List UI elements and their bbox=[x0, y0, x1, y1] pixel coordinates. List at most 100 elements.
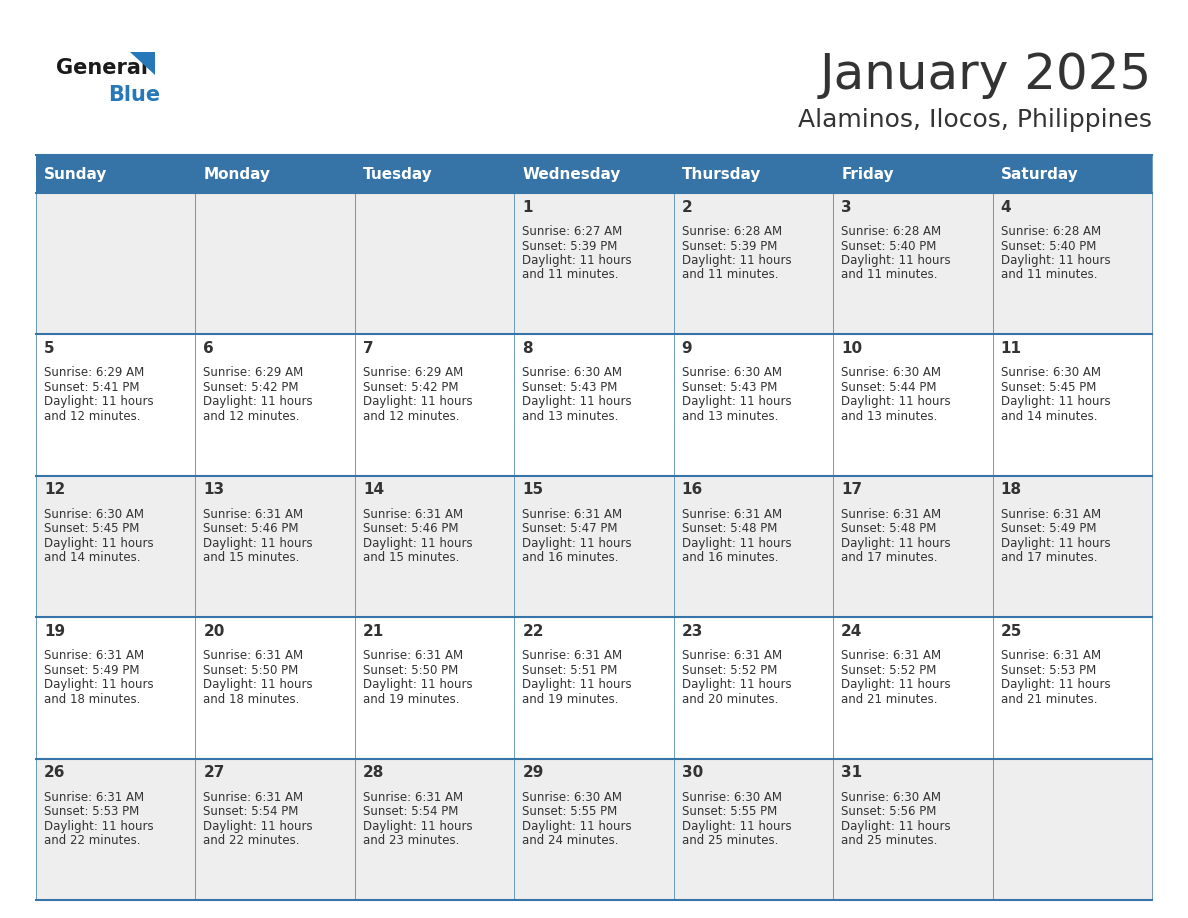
Text: and 15 minutes.: and 15 minutes. bbox=[362, 552, 460, 565]
Text: and 18 minutes.: and 18 minutes. bbox=[203, 693, 299, 706]
Text: and 15 minutes.: and 15 minutes. bbox=[203, 552, 299, 565]
Text: Daylight: 11 hours: Daylight: 11 hours bbox=[841, 254, 950, 267]
Bar bbox=[514, 155, 674, 193]
Polygon shape bbox=[129, 52, 154, 75]
Text: and 13 minutes.: and 13 minutes. bbox=[841, 410, 937, 423]
Text: Sunset: 5:42 PM: Sunset: 5:42 PM bbox=[362, 381, 459, 394]
Text: Sunrise: 6:30 AM: Sunrise: 6:30 AM bbox=[841, 366, 941, 379]
Text: Sunrise: 6:28 AM: Sunrise: 6:28 AM bbox=[1000, 225, 1101, 238]
Text: 1: 1 bbox=[523, 199, 532, 215]
Text: 19: 19 bbox=[44, 623, 65, 639]
Text: Sunset: 5:42 PM: Sunset: 5:42 PM bbox=[203, 381, 299, 394]
Text: 29: 29 bbox=[523, 765, 544, 780]
Text: Sunset: 5:49 PM: Sunset: 5:49 PM bbox=[1000, 522, 1097, 535]
Text: Daylight: 11 hours: Daylight: 11 hours bbox=[841, 537, 950, 550]
Text: Daylight: 11 hours: Daylight: 11 hours bbox=[523, 678, 632, 691]
Text: Daylight: 11 hours: Daylight: 11 hours bbox=[362, 396, 473, 409]
Text: Daylight: 11 hours: Daylight: 11 hours bbox=[682, 678, 791, 691]
Text: and 17 minutes.: and 17 minutes. bbox=[841, 552, 937, 565]
Text: Sunrise: 6:31 AM: Sunrise: 6:31 AM bbox=[362, 649, 463, 662]
Text: 27: 27 bbox=[203, 765, 225, 780]
Text: and 20 minutes.: and 20 minutes. bbox=[682, 693, 778, 706]
Text: Sunrise: 6:30 AM: Sunrise: 6:30 AM bbox=[44, 508, 144, 521]
Text: Daylight: 11 hours: Daylight: 11 hours bbox=[523, 820, 632, 833]
Text: and 14 minutes.: and 14 minutes. bbox=[44, 552, 140, 565]
Bar bbox=[833, 155, 992, 193]
Text: 31: 31 bbox=[841, 765, 862, 780]
Text: 21: 21 bbox=[362, 623, 384, 639]
Text: Sunrise: 6:31 AM: Sunrise: 6:31 AM bbox=[44, 649, 144, 662]
Text: and 16 minutes.: and 16 minutes. bbox=[523, 552, 619, 565]
Text: 20: 20 bbox=[203, 623, 225, 639]
Text: 11: 11 bbox=[1000, 341, 1022, 356]
Text: and 23 minutes.: and 23 minutes. bbox=[362, 834, 460, 847]
Text: Sunrise: 6:30 AM: Sunrise: 6:30 AM bbox=[682, 366, 782, 379]
Text: and 21 minutes.: and 21 minutes. bbox=[841, 693, 937, 706]
Text: and 22 minutes.: and 22 minutes. bbox=[203, 834, 299, 847]
Text: Sunset: 5:47 PM: Sunset: 5:47 PM bbox=[523, 522, 618, 535]
Text: Daylight: 11 hours: Daylight: 11 hours bbox=[841, 396, 950, 409]
Text: and 19 minutes.: and 19 minutes. bbox=[362, 693, 460, 706]
Text: Sunset: 5:48 PM: Sunset: 5:48 PM bbox=[841, 522, 936, 535]
Text: 17: 17 bbox=[841, 482, 862, 498]
Text: Sunset: 5:40 PM: Sunset: 5:40 PM bbox=[1000, 240, 1097, 252]
Text: Tuesday: Tuesday bbox=[362, 166, 432, 182]
Text: Daylight: 11 hours: Daylight: 11 hours bbox=[1000, 678, 1111, 691]
Text: Sunset: 5:51 PM: Sunset: 5:51 PM bbox=[523, 664, 618, 677]
Text: and 16 minutes.: and 16 minutes. bbox=[682, 552, 778, 565]
Text: Daylight: 11 hours: Daylight: 11 hours bbox=[1000, 254, 1111, 267]
Text: and 11 minutes.: and 11 minutes. bbox=[682, 268, 778, 282]
Text: Sunrise: 6:29 AM: Sunrise: 6:29 AM bbox=[362, 366, 463, 379]
Text: Sunrise: 6:30 AM: Sunrise: 6:30 AM bbox=[523, 366, 623, 379]
Text: 8: 8 bbox=[523, 341, 533, 356]
Text: Sunrise: 6:31 AM: Sunrise: 6:31 AM bbox=[523, 508, 623, 521]
Text: 2: 2 bbox=[682, 199, 693, 215]
Text: Daylight: 11 hours: Daylight: 11 hours bbox=[362, 537, 473, 550]
Text: Sunrise: 6:27 AM: Sunrise: 6:27 AM bbox=[523, 225, 623, 238]
Text: Daylight: 11 hours: Daylight: 11 hours bbox=[523, 537, 632, 550]
Text: Sunday: Sunday bbox=[44, 166, 107, 182]
Text: Daylight: 11 hours: Daylight: 11 hours bbox=[682, 396, 791, 409]
Text: January 2025: January 2025 bbox=[820, 51, 1152, 99]
Text: Sunrise: 6:31 AM: Sunrise: 6:31 AM bbox=[682, 508, 782, 521]
Text: Sunset: 5:52 PM: Sunset: 5:52 PM bbox=[841, 664, 936, 677]
Text: Sunset: 5:56 PM: Sunset: 5:56 PM bbox=[841, 805, 936, 818]
Bar bbox=[36, 193, 1152, 334]
Text: Sunset: 5:43 PM: Sunset: 5:43 PM bbox=[523, 381, 618, 394]
Bar bbox=[674, 155, 833, 193]
Text: Sunrise: 6:31 AM: Sunrise: 6:31 AM bbox=[203, 790, 304, 803]
Text: Daylight: 11 hours: Daylight: 11 hours bbox=[203, 537, 314, 550]
Text: and 11 minutes.: and 11 minutes. bbox=[523, 268, 619, 282]
Text: Daylight: 11 hours: Daylight: 11 hours bbox=[523, 254, 632, 267]
Text: 10: 10 bbox=[841, 341, 862, 356]
Text: Sunset: 5:55 PM: Sunset: 5:55 PM bbox=[682, 805, 777, 818]
Text: Sunrise: 6:31 AM: Sunrise: 6:31 AM bbox=[682, 649, 782, 662]
Text: 30: 30 bbox=[682, 765, 703, 780]
Text: Sunrise: 6:31 AM: Sunrise: 6:31 AM bbox=[203, 649, 304, 662]
Text: Sunset: 5:40 PM: Sunset: 5:40 PM bbox=[841, 240, 936, 252]
Text: 23: 23 bbox=[682, 623, 703, 639]
Text: 18: 18 bbox=[1000, 482, 1022, 498]
Text: Daylight: 11 hours: Daylight: 11 hours bbox=[203, 820, 314, 833]
Bar bbox=[36, 617, 1152, 758]
Text: Blue: Blue bbox=[108, 85, 160, 105]
Text: Daylight: 11 hours: Daylight: 11 hours bbox=[682, 820, 791, 833]
Text: and 19 minutes.: and 19 minutes. bbox=[523, 693, 619, 706]
Text: Sunrise: 6:30 AM: Sunrise: 6:30 AM bbox=[523, 790, 623, 803]
Text: Sunrise: 6:31 AM: Sunrise: 6:31 AM bbox=[203, 508, 304, 521]
Text: Daylight: 11 hours: Daylight: 11 hours bbox=[362, 678, 473, 691]
Text: Sunrise: 6:31 AM: Sunrise: 6:31 AM bbox=[841, 508, 941, 521]
Text: Sunset: 5:43 PM: Sunset: 5:43 PM bbox=[682, 381, 777, 394]
Text: Sunset: 5:41 PM: Sunset: 5:41 PM bbox=[44, 381, 139, 394]
Bar bbox=[36, 758, 1152, 900]
Text: Sunset: 5:53 PM: Sunset: 5:53 PM bbox=[44, 805, 139, 818]
Text: Sunset: 5:45 PM: Sunset: 5:45 PM bbox=[44, 522, 139, 535]
Text: and 18 minutes.: and 18 minutes. bbox=[44, 693, 140, 706]
Text: and 25 minutes.: and 25 minutes. bbox=[682, 834, 778, 847]
Text: Sunrise: 6:31 AM: Sunrise: 6:31 AM bbox=[523, 649, 623, 662]
Text: Sunrise: 6:31 AM: Sunrise: 6:31 AM bbox=[44, 790, 144, 803]
Text: Daylight: 11 hours: Daylight: 11 hours bbox=[44, 678, 153, 691]
Text: Daylight: 11 hours: Daylight: 11 hours bbox=[1000, 537, 1111, 550]
Text: and 11 minutes.: and 11 minutes. bbox=[1000, 268, 1097, 282]
Text: 7: 7 bbox=[362, 341, 373, 356]
